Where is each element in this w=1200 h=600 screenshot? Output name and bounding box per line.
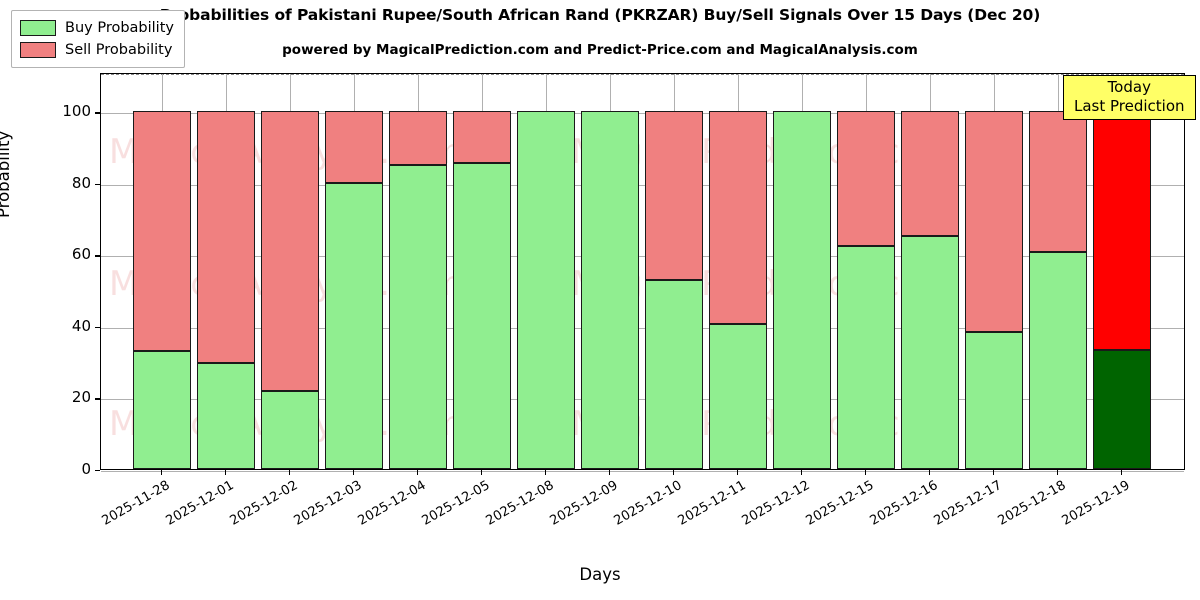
bar-segment-buy[interactable]: [965, 331, 1023, 469]
legend-swatch-buy: [20, 20, 56, 36]
bar-segment-buy[interactable]: [1029, 251, 1087, 469]
bar-segment-buy[interactable]: [517, 111, 575, 469]
bar-segment-sell[interactable]: [197, 111, 255, 363]
bar-segment-buy[interactable]: [389, 165, 447, 469]
x-tick-mark: [737, 470, 739, 475]
y-tick-label: 100: [62, 102, 91, 121]
bar-segment-buy[interactable]: [901, 235, 959, 469]
bar-stacked[interactable]: [517, 72, 575, 469]
bar-segment-buy[interactable]: [773, 111, 831, 469]
y-tick-mark: [95, 183, 100, 186]
y-tick-mark: [95, 326, 100, 329]
bar-segment-sell[interactable]: [1093, 111, 1151, 350]
x-tick-mark: [865, 470, 867, 475]
x-axis-label: Days: [579, 565, 621, 584]
bar-stacked[interactable]: [645, 72, 703, 469]
bar-stacked[interactable]: [581, 72, 639, 469]
y-tick-mark: [95, 470, 100, 472]
bar-segment-sell[interactable]: [453, 111, 511, 164]
bar-segment-buy[interactable]: [645, 280, 703, 469]
y-gridline: [101, 256, 1184, 258]
x-tick-mark: [225, 470, 227, 475]
bar-stacked[interactable]: [709, 72, 767, 469]
y-gridline: [101, 327, 1184, 329]
today-last-prediction-badge: Today Last Prediction: [1063, 75, 1196, 120]
x-tick-mark: [801, 470, 803, 475]
bar-segment-sell[interactable]: [261, 111, 319, 392]
chart-subtitle: powered by MagicalPrediction.com and Pre…: [282, 42, 918, 58]
bar-stacked[interactable]: [901, 72, 959, 469]
y-tick-label: 0: [81, 460, 91, 478]
ylim-dashed-line: [101, 74, 1184, 75]
y-tick-label: 20: [71, 388, 91, 407]
legend-label-buy: Buy Probability: [65, 20, 174, 36]
bar-stacked[interactable]: [325, 72, 383, 469]
y-gridline: [101, 113, 1184, 115]
x-tick-mark: [929, 470, 931, 475]
bar-segment-buy[interactable]: [197, 362, 255, 469]
x-tick-mark: [1057, 470, 1059, 475]
bar-segment-sell[interactable]: [133, 111, 191, 351]
x-tick-mark: [993, 470, 995, 475]
bar-stacked[interactable]: [773, 72, 831, 469]
y-tick-label: 40: [71, 316, 91, 335]
x-tick-mark: [289, 470, 291, 475]
legend-item-buy: Buy Probability: [20, 17, 174, 39]
y-tick-label: 80: [71, 173, 91, 192]
bar-segment-sell[interactable]: [965, 111, 1023, 332]
bar-segment-sell[interactable]: [837, 111, 895, 246]
x-tick-mark: [481, 470, 483, 475]
y-axis-label: Probability: [0, 130, 13, 218]
bar-today[interactable]: [1093, 72, 1151, 469]
x-tick-mark: [609, 470, 611, 475]
x-tick-mark: [417, 470, 419, 475]
legend-swatch-sell: [20, 42, 56, 58]
legend-item-sell: Sell Probability: [20, 39, 174, 61]
x-tick-mark: [353, 470, 355, 475]
legend-label-sell: Sell Probability: [65, 42, 173, 58]
y-gridline: [101, 399, 1184, 401]
y-tick-label: 60: [71, 245, 91, 264]
y-tick-mark: [95, 255, 100, 257]
chart-legend: Buy Probability Sell Probability: [11, 10, 185, 68]
bar-segment-buy[interactable]: [581, 111, 639, 469]
bar-segment-sell[interactable]: [709, 111, 767, 324]
bar-stacked[interactable]: [965, 72, 1023, 469]
bar-segment-sell[interactable]: [389, 111, 447, 165]
bar-stacked[interactable]: [837, 72, 895, 469]
plot-area: MagicalAnalysis.comMagicalPrediction.com…: [100, 72, 1185, 472]
y-tick-mark: [95, 398, 100, 400]
x-tick-mark: [161, 470, 163, 475]
y-gridline: [101, 471, 1184, 472]
y-gridline: [101, 184, 1184, 186]
today-badge-line2: Last Prediction: [1074, 97, 1185, 115]
bar-segment-buy[interactable]: [709, 323, 767, 469]
y-tick-mark: [95, 112, 100, 114]
bar-stacked[interactable]: [389, 72, 447, 469]
x-tick-mark: [545, 470, 547, 475]
bar-segment-buy[interactable]: [133, 350, 191, 469]
bar-stacked[interactable]: [197, 72, 255, 469]
bar-segment-buy[interactable]: [1093, 349, 1151, 469]
x-tick-mark: [1121, 470, 1123, 475]
chart-title: Probabilities of Pakistani Rupee/South A…: [159, 6, 1041, 24]
bar-stacked[interactable]: [1029, 72, 1087, 469]
bar-segment-sell[interactable]: [901, 111, 959, 236]
bar-segment-buy[interactable]: [261, 391, 319, 469]
bar-segment-buy[interactable]: [325, 182, 383, 469]
bar-stacked[interactable]: [261, 72, 319, 469]
bar-stacked[interactable]: [133, 72, 191, 469]
bar-segment-sell[interactable]: [1029, 111, 1087, 252]
bar-segment-buy[interactable]: [453, 163, 511, 469]
bar-stacked[interactable]: [453, 72, 511, 469]
bar-segment-sell[interactable]: [645, 111, 703, 281]
bar-segment-buy[interactable]: [837, 245, 895, 469]
x-tick-mark: [673, 470, 675, 475]
today-badge-line1: Today: [1107, 78, 1151, 96]
bar-segment-sell[interactable]: [325, 111, 383, 183]
